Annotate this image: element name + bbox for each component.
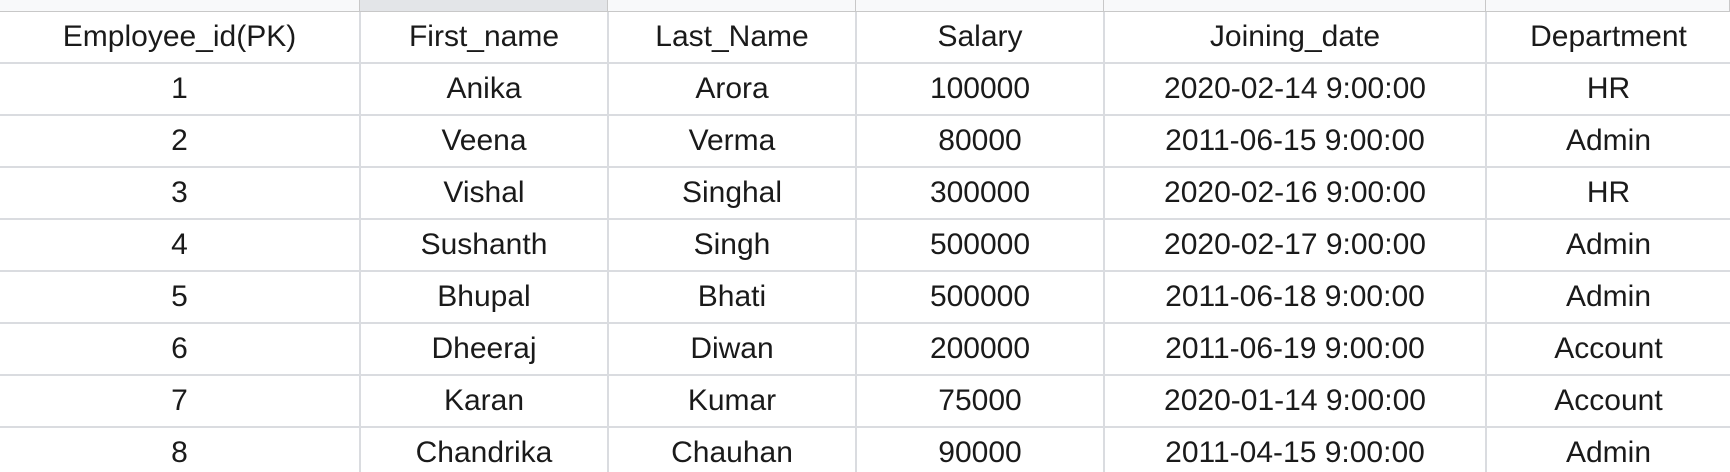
table-row: 1 Anika Arora 100000 2020-02-14 9:00:00 HR bbox=[0, 63, 1730, 116]
table-cell[interactable]: 6 bbox=[0, 323, 361, 376]
table-row: 8 Chandrika Chauhan 90000 2011-04-15 9:00:00… bbox=[0, 427, 1730, 472]
table-cell[interactable]: 100000 bbox=[856, 63, 1105, 116]
table-cell[interactable]: 500000 bbox=[856, 271, 1105, 324]
table-cell[interactable]: 2020-02-14 9:00:00 bbox=[1104, 63, 1487, 116]
table-cell[interactable]: 500000 bbox=[856, 219, 1105, 272]
column-header-e[interactable] bbox=[1104, 0, 1486, 12]
table-cell[interactable]: Bhupal bbox=[360, 271, 609, 324]
table-cell[interactable]: Vishal bbox=[360, 167, 609, 220]
table-cell[interactable]: Chandrika bbox=[360, 427, 609, 472]
table-cell[interactable]: 2 bbox=[0, 115, 361, 168]
table-cell[interactable]: 80000 bbox=[856, 115, 1105, 168]
table-row: 7 Karan Kumar 75000 2020-01-14 9:00:00 Accoun… bbox=[0, 375, 1730, 428]
table-cell[interactable]: Veena bbox=[360, 115, 609, 168]
table-cell[interactable]: Dheeraj bbox=[360, 323, 609, 376]
table-cell[interactable]: 2011-06-19 9:00:00 bbox=[1104, 323, 1487, 376]
table-row: 4 Sushanth Singh 500000 2020-02-17 9:00:00 Ad… bbox=[0, 219, 1730, 272]
table-cell[interactable]: Admin bbox=[1486, 219, 1730, 272]
table-cell[interactable]: 2011-06-15 9:00:00 bbox=[1104, 115, 1487, 168]
table-cell[interactable]: 2011-06-18 9:00:00 bbox=[1104, 271, 1487, 324]
column-header-d[interactable] bbox=[856, 0, 1104, 12]
table-cell[interactable]: Verma bbox=[608, 115, 857, 168]
table-cell[interactable]: 300000 bbox=[856, 167, 1105, 220]
table-cell[interactable]: Account bbox=[1486, 323, 1730, 376]
table-row: 3 Vishal Singhal 300000 2020-02-16 9:00:00 HR bbox=[0, 167, 1730, 220]
table-cell[interactable]: Admin bbox=[1486, 427, 1730, 472]
table-row: 2 Veena Verma 80000 2011-06-15 9:00:00 Admin bbox=[0, 115, 1730, 168]
employee-table: Employee_id(PK) First_name Last_Name Sal… bbox=[0, 12, 1730, 472]
table-cell[interactable]: Diwan bbox=[608, 323, 857, 376]
table-cell[interactable]: 75000 bbox=[856, 375, 1105, 428]
table-cell[interactable]: 200000 bbox=[856, 323, 1105, 376]
column-header-f[interactable] bbox=[1486, 0, 1730, 12]
table-cell[interactable]: 2020-01-14 9:00:00 bbox=[1104, 375, 1487, 428]
table-cell[interactable]: Anika bbox=[360, 63, 609, 116]
header-cell[interactable]: Department bbox=[1486, 12, 1730, 64]
table-cell[interactable]: Kumar bbox=[608, 375, 857, 428]
table-cell[interactable]: 2011-04-15 9:00:00 bbox=[1104, 427, 1487, 472]
table-cell[interactable]: HR bbox=[1486, 63, 1730, 116]
table-cell[interactable]: Admin bbox=[1486, 115, 1730, 168]
header-cell[interactable]: Salary bbox=[856, 12, 1105, 64]
header-row: Employee_id(PK) First_name Last_Name Sal… bbox=[0, 12, 1730, 64]
table-row: 5 Bhupal Bhati 500000 2011-06-18 9:00:00 Admi… bbox=[0, 271, 1730, 324]
table-cell[interactable]: 2020-02-16 9:00:00 bbox=[1104, 167, 1487, 220]
table-cell[interactable]: Singh bbox=[608, 219, 857, 272]
header-cell[interactable]: Employee_id(PK) bbox=[0, 12, 361, 64]
table-cell[interactable]: Sushanth bbox=[360, 219, 609, 272]
table-row: 6 Dheeraj Diwan 200000 2011-06-19 9:00:00 Acc… bbox=[0, 323, 1730, 376]
table-cell[interactable]: 2020-02-17 9:00:00 bbox=[1104, 219, 1487, 272]
table-cell[interactable]: 90000 bbox=[856, 427, 1105, 472]
table-cell[interactable]: Account bbox=[1486, 375, 1730, 428]
table-cell[interactable]: Chauhan bbox=[608, 427, 857, 472]
table-cell[interactable]: Admin bbox=[1486, 271, 1730, 324]
table-cell[interactable]: Arora bbox=[608, 63, 857, 116]
header-cell[interactable]: Last_Name bbox=[608, 12, 857, 64]
column-header-strip bbox=[0, 0, 1730, 12]
table-cell[interactable]: Bhati bbox=[608, 271, 857, 324]
column-header-c[interactable] bbox=[608, 0, 856, 12]
table-cell[interactable]: 5 bbox=[0, 271, 361, 324]
table-cell[interactable]: 3 bbox=[0, 167, 361, 220]
table-cell[interactable]: Singhal bbox=[608, 167, 857, 220]
header-cell[interactable]: First_name bbox=[360, 12, 609, 64]
column-header-a[interactable] bbox=[0, 0, 360, 12]
table-cell[interactable]: HR bbox=[1486, 167, 1730, 220]
header-cell[interactable]: Joining_date bbox=[1104, 12, 1487, 64]
table-cell[interactable]: 1 bbox=[0, 63, 361, 116]
table-cell[interactable]: 7 bbox=[0, 375, 361, 428]
column-header-b[interactable] bbox=[360, 0, 608, 12]
table-cell[interactable]: Karan bbox=[360, 375, 609, 428]
table-cell[interactable]: 8 bbox=[0, 427, 361, 472]
table-cell[interactable]: 4 bbox=[0, 219, 361, 272]
